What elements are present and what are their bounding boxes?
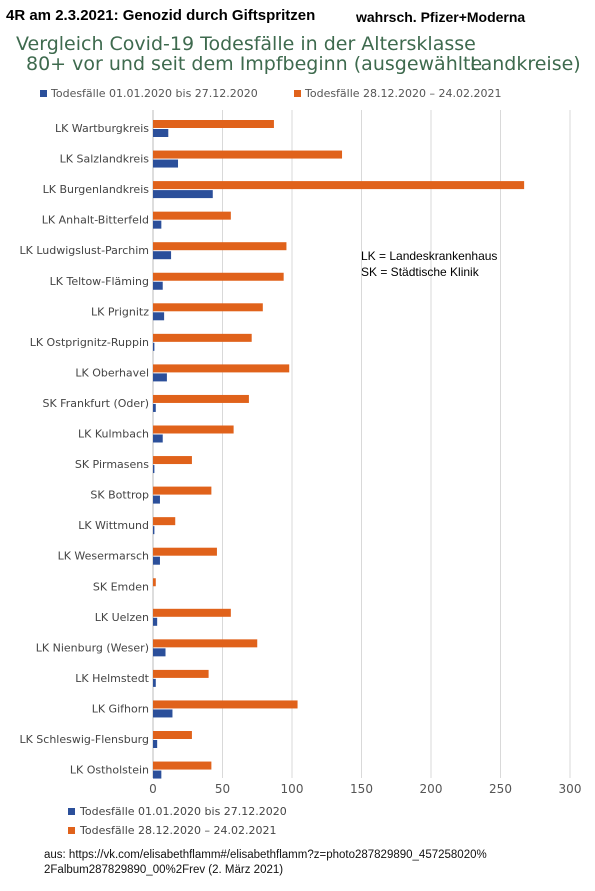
chart-title-line-2: 80+ vor und seit dem Impfbeginn (ausgewä… (26, 53, 483, 75)
x-tick-label: 50 (215, 782, 230, 796)
category-label: SK Emden (93, 580, 149, 593)
legend-swatch-blue (68, 808, 75, 815)
x-tick-label: 200 (420, 782, 443, 796)
bar-series-2 (153, 669, 209, 678)
legend-bottom-label-1: Todesfälle 01.01.2020 bis 27.12.2020 (80, 805, 287, 818)
bar-series-2 (153, 731, 192, 739)
legend-swatch-blue (40, 90, 47, 97)
legend-bottom-series-2: Todesfälle 28.12.2020 – 24.02.2021 (68, 824, 277, 837)
category-label: LK Gifhorn (92, 702, 149, 715)
bar-series-2 (153, 486, 212, 495)
annotation-lk: LK = Landeskrankenhaus (361, 249, 498, 263)
legend-top-label-1: Todesfälle 01.01.2020 bis 27.12.2020 (51, 87, 258, 100)
category-label: LK Wartburgkreis (55, 122, 149, 135)
bar-series-1 (153, 159, 179, 168)
bar-series-2 (153, 761, 212, 770)
category-label: LK Anhalt-Bitterfeld (42, 214, 149, 227)
bar-series-2 (153, 303, 263, 312)
legend-top-series-1: Todesfälle 01.01.2020 bis 27.12.2020 (40, 87, 258, 100)
bar-series-2 (153, 181, 525, 190)
x-tick-label: 250 (489, 782, 512, 796)
category-label: LK Ostholstein (70, 764, 149, 777)
category-label: SK Frankfurt (Oder) (42, 397, 149, 410)
bar-series-1 (153, 465, 155, 474)
bar-series-2 (153, 425, 234, 434)
bar-series-2 (153, 608, 231, 617)
x-tick-label: 300 (559, 782, 582, 796)
bar-series-1 (153, 495, 160, 504)
bar-series-1 (153, 373, 167, 382)
bar-series-1 (153, 129, 169, 137)
category-label: LK Helmstedt (75, 672, 149, 685)
bar-series-1 (153, 403, 156, 412)
legend-bottom-label-2: Todesfälle 28.12.2020 – 24.02.2021 (80, 824, 277, 837)
bar-series-2 (153, 150, 343, 159)
chart-title-line-3: Landkreise) (470, 53, 581, 75)
bar-series-2 (153, 272, 284, 281)
bar-series-1 (153, 251, 172, 260)
bar-chart: 0 50 100 150 200 250 300 LK Wartburgkreis LK Sal… (19, 110, 582, 796)
category-label: LK Kulmbach (78, 428, 149, 441)
header-title: 4R am 2.3.2021: Genozid durch Giftspritz… (6, 7, 316, 24)
bar-series-2 (153, 578, 156, 587)
bar-series-1 (153, 281, 163, 290)
category-label: LK Wittmund (78, 519, 149, 532)
source-line-1: aus: https://vk.com/elisabethflamm#/elis… (44, 849, 487, 861)
bar-series-1 (153, 190, 213, 199)
x-tick-label: 0 (149, 782, 157, 796)
category-label: SK Bottrop (90, 489, 149, 502)
bar-series-1 (153, 434, 163, 443)
chart-title-line-1: Vergleich Covid-19 Todesfälle in der Alt… (16, 33, 476, 55)
category-label: LK Schleswig-Flensburg (19, 733, 149, 746)
bar-series-1 (153, 220, 162, 229)
bar-series-2 (153, 456, 192, 465)
legend-top-series-2: Todesfälle 28.12.2020 – 24.02.2021 (294, 87, 502, 100)
legend-bottom-series-1: Todesfälle 01.01.2020 bis 27.12.2020 (68, 805, 287, 818)
bar-series-1 (153, 709, 173, 718)
category-label: LK Wesermarsch (58, 550, 149, 563)
bar-series-1 (153, 342, 155, 351)
header-subtitle: wahrsch. Pfizer+Moderna (356, 9, 526, 25)
bar-series-2 (153, 394, 249, 403)
category-label: LK Burgenlandkreis (43, 183, 150, 196)
bar-series-2 (153, 364, 290, 373)
legend-top-label-2: Todesfälle 28.12.2020 – 24.02.2021 (305, 87, 502, 100)
category-label: LK Salzlandkreis (60, 153, 150, 166)
bar-series-2 (153, 242, 287, 251)
annotation-sk: SK = Städtische Klinik (361, 265, 479, 279)
bar-series-2 (153, 120, 274, 128)
bar-series-1 (153, 648, 166, 657)
bar-series-1 (153, 556, 160, 565)
category-label: LK Uelzen (95, 611, 149, 624)
category-label: LK Nienburg (Weser) (36, 641, 149, 654)
bar-series-2 (153, 639, 258, 648)
category-label: LK Ostprignitz-Ruppin (30, 336, 149, 349)
bar-series-2 (153, 700, 298, 709)
x-tick-label: 100 (281, 782, 304, 796)
category-label: LK Prignitz (91, 305, 149, 318)
legend-swatch-orange (68, 827, 75, 834)
bar-series-1 (153, 312, 165, 321)
category-label: SK Pirmasens (75, 458, 149, 471)
bar-series-1 (153, 770, 162, 779)
bar-series-1 (153, 740, 158, 748)
bar-series-2 (153, 517, 176, 526)
category-label: LK Ludwigslust-Parchim (20, 244, 150, 257)
category-label: LK Oberhavel (75, 366, 149, 379)
bar-series-1 (153, 678, 156, 687)
bar-series-2 (153, 547, 217, 556)
bar-series-2 (153, 333, 252, 342)
category-label: LK Teltow-Fläming (50, 275, 149, 288)
bar-series-1 (153, 526, 155, 535)
bar-series-2 (153, 211, 231, 220)
legend-swatch-orange (294, 90, 301, 97)
x-tick-label: 150 (350, 782, 373, 796)
source-line-2: 2Falbum287829890_00%2Frev (2. März 2021) (44, 864, 284, 876)
bar-series-1 (153, 617, 158, 626)
